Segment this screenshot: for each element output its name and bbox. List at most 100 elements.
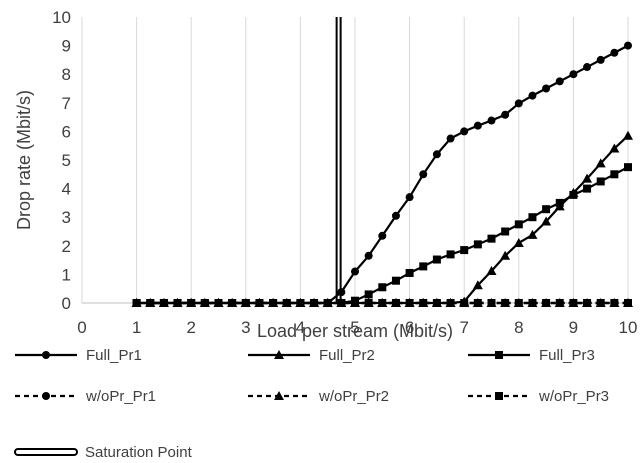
data-point-full-pr2 bbox=[582, 173, 593, 183]
x-tick-label: 10 bbox=[619, 318, 638, 337]
data-point-full-pr1 bbox=[610, 48, 619, 57]
data-point-full-pr2 bbox=[486, 265, 497, 275]
legend-item-full-pr3: Full_Pr3 bbox=[468, 347, 595, 364]
data-point-full-pr3 bbox=[514, 220, 523, 229]
data-point-full-pr3 bbox=[146, 299, 155, 307]
data-point-w-opr-pr3 bbox=[610, 299, 619, 307]
data-point-full-pr3 bbox=[473, 240, 482, 249]
data-point-full-pr3 bbox=[351, 296, 359, 305]
data-point-full-pr1 bbox=[337, 288, 346, 297]
data-point-w-opr-pr3 bbox=[473, 299, 482, 307]
data-point-full-pr3 bbox=[173, 299, 182, 307]
legend-label: w/oPr_Pr2 bbox=[318, 388, 389, 405]
data-point-full-pr1 bbox=[378, 231, 387, 240]
data-point-full-pr3 bbox=[446, 250, 455, 259]
data-point-full-pr3 bbox=[214, 299, 223, 307]
reference-lines bbox=[335, 17, 342, 303]
legend-swatch-marker bbox=[274, 350, 284, 359]
data-point-w-opr-pr3 bbox=[542, 299, 551, 307]
data-point-full-pr1 bbox=[364, 251, 373, 260]
data-point-full-pr2 bbox=[472, 280, 483, 290]
legend-label: Full_Pr3 bbox=[539, 347, 595, 364]
x-tick-label: 1 bbox=[132, 318, 141, 337]
y-tick-label: 6 bbox=[62, 122, 71, 141]
data-point-w-opr-pr3 bbox=[624, 299, 632, 307]
data-point-full-pr2 bbox=[609, 143, 620, 153]
x-tick-label: 8 bbox=[514, 318, 523, 337]
data-point-w-opr-pr3 bbox=[555, 299, 564, 307]
data-point-full-pr2 bbox=[595, 158, 606, 168]
data-point-full-pr3 bbox=[200, 299, 209, 307]
data-point-full-pr2 bbox=[431, 298, 442, 307]
data-point-full-pr2 bbox=[445, 298, 456, 307]
data-point-full-pr2 bbox=[623, 130, 633, 140]
tick-labels: 0 1 2 3 4 5 6 7 8 9 10 0 1 2 3 4 5 6 7 8 9 10 bbox=[52, 8, 637, 337]
data-point-full-pr3 bbox=[569, 190, 578, 199]
data-point-full-pr1 bbox=[583, 63, 592, 72]
data-point-w-opr-pr3 bbox=[514, 299, 523, 307]
data-point-full-pr1 bbox=[624, 41, 632, 50]
data-point-full-pr2 bbox=[513, 237, 524, 247]
legend-label: Saturation Point bbox=[85, 444, 193, 461]
x-tick-label: 7 bbox=[459, 318, 468, 337]
data-point-full-pr3 bbox=[419, 262, 428, 271]
series-full-pr1 bbox=[132, 41, 632, 307]
data-point-w-opr-pr3 bbox=[501, 299, 510, 307]
data-point-full-pr1 bbox=[405, 193, 414, 202]
data-point-full-pr3 bbox=[269, 299, 278, 307]
data-point-full-pr3 bbox=[460, 246, 469, 255]
y-tick-label: 4 bbox=[62, 180, 71, 199]
data-point-full-pr2 bbox=[527, 229, 538, 239]
data-point-full-pr2 bbox=[377, 298, 388, 307]
legend-label: w/oPr_Pr1 bbox=[85, 388, 156, 405]
data-point-w-opr-pr3 bbox=[596, 299, 605, 307]
data-point-full-pr3 bbox=[282, 299, 291, 307]
series-full-pr2 bbox=[131, 130, 633, 307]
data-point-full-pr2 bbox=[363, 298, 374, 307]
legend-swatch-marker bbox=[274, 391, 284, 400]
data-point-full-pr2 bbox=[390, 298, 401, 307]
y-tick-label: 5 bbox=[62, 151, 71, 170]
data-point-full-pr3 bbox=[501, 227, 510, 236]
data-point-w-opr-pr3 bbox=[569, 299, 578, 307]
data-point-full-pr3 bbox=[528, 213, 537, 222]
x-tick-label: 4 bbox=[296, 318, 305, 337]
data-point-full-pr3 bbox=[596, 177, 605, 186]
legend-swatch-marker bbox=[495, 351, 503, 359]
legend-swatch-marker bbox=[495, 392, 503, 400]
data-point-full-pr1 bbox=[555, 77, 564, 86]
data-point-full-pr3 bbox=[487, 234, 496, 243]
data-point-full-pr1 bbox=[542, 84, 551, 93]
data-point-full-pr3 bbox=[323, 299, 332, 307]
series-line-full-pr1 bbox=[136, 44, 629, 305]
legend-swatch-marker bbox=[42, 351, 50, 359]
data-point-full-pr1 bbox=[514, 99, 523, 108]
data-point-full-pr3 bbox=[310, 299, 319, 307]
data-point-full-pr1 bbox=[432, 150, 441, 159]
y-tick-label: 8 bbox=[62, 65, 71, 84]
legend-item-w-opr-pr3: w/oPr_Pr3 bbox=[468, 388, 609, 405]
y-tick-label: 10 bbox=[52, 8, 71, 27]
data-point-full-pr1 bbox=[419, 170, 428, 179]
legend-label: Full_Pr2 bbox=[319, 347, 375, 364]
data-point-full-pr1 bbox=[501, 110, 510, 119]
legend-swatch-line bbox=[14, 448, 78, 456]
data-point-full-pr2 bbox=[418, 298, 429, 307]
legend: Full_Pr1 Full_Pr2 Full_Pr3 w/oPr_Pr1 w/oPr_P… bbox=[14, 347, 609, 461]
data-point-full-pr3 bbox=[255, 299, 264, 307]
data-point-full-pr3 bbox=[405, 268, 414, 277]
data-point-full-pr2 bbox=[459, 296, 470, 306]
data-point-full-pr1 bbox=[487, 116, 496, 125]
data-point-full-pr3 bbox=[624, 163, 632, 172]
data-point-full-pr3 bbox=[583, 184, 592, 193]
legend-item-w-opr-pr1: w/oPr_Pr1 bbox=[15, 388, 156, 405]
data-point-full-pr1 bbox=[446, 134, 455, 143]
data-point-full-pr2 bbox=[404, 298, 415, 307]
legend-item-full-pr2: Full_Pr2 bbox=[248, 347, 375, 364]
y-tick-label: 3 bbox=[62, 208, 71, 227]
grid-lines bbox=[136, 17, 629, 303]
data-point-full-pr3 bbox=[432, 255, 441, 264]
data-point-full-pr3 bbox=[391, 276, 400, 285]
data-point-w-opr-pr3 bbox=[487, 299, 496, 307]
series-lines bbox=[131, 41, 633, 307]
